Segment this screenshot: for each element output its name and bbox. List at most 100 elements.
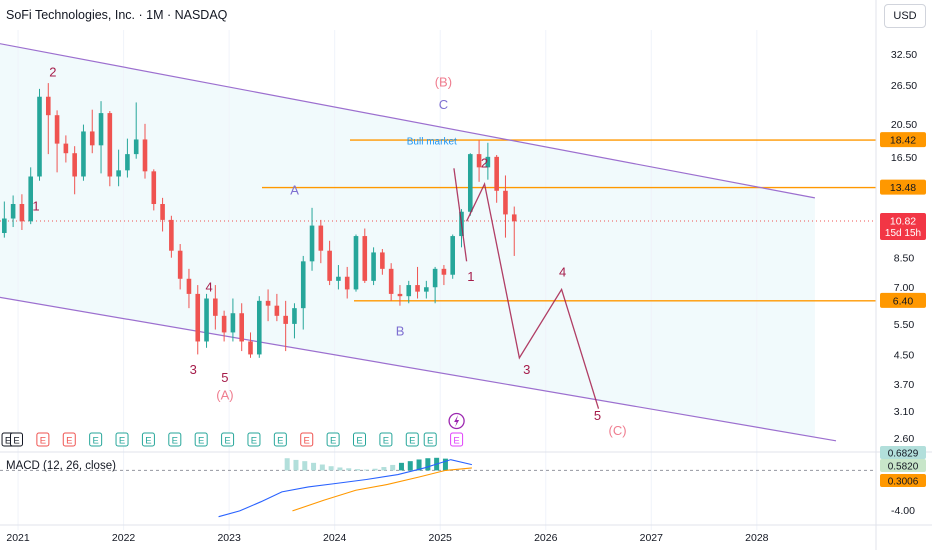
- x-tick-label: 2021: [6, 532, 30, 544]
- earnings-marker-letter: E: [224, 436, 230, 447]
- candle: [10, 195, 16, 228]
- y-tick-label: 8.50: [894, 253, 915, 265]
- earnings-marker-box: [326, 432, 340, 447]
- macd-histogram-bar: [311, 462, 317, 471]
- price-axis: 32.5026.5020.5016.5010.508.507.005.504.5…: [875, 0, 926, 550]
- macd-histogram-bar: [407, 461, 413, 471]
- candle-body: [63, 143, 69, 154]
- earnings-marker-box: [300, 432, 314, 447]
- symbol-title: SoFi Technologies, Inc. · 1M · NASDAQ: [6, 8, 228, 22]
- earnings-marker[interactable]: E: [405, 432, 419, 447]
- earnings-marker[interactable]: E: [89, 432, 103, 447]
- price-tag: 6.40: [880, 292, 926, 308]
- candle-body: [169, 219, 174, 251]
- earnings-marker-letter: E: [172, 436, 178, 447]
- y-tick-label: 4.50: [894, 349, 915, 361]
- candle-body: [450, 236, 456, 275]
- candle-body: [318, 225, 324, 251]
- candle: [265, 289, 271, 322]
- channel-upper-line: [0, 43, 816, 199]
- wave-label: 2: [49, 64, 56, 79]
- y-tick-label: 5.50: [894, 319, 915, 331]
- macd-indicator-label[interactable]: MACD (12, 26, close): [6, 460, 116, 472]
- price-tag-box: [880, 292, 926, 308]
- earnings-marker[interactable]: E: [221, 432, 235, 447]
- candle-body: [467, 154, 473, 212]
- currency-button[interactable]: USD: [884, 4, 926, 28]
- candle: [309, 207, 315, 271]
- macd-tag-label: 0.3006: [888, 477, 919, 488]
- earnings-marker[interactable]: E: [300, 432, 314, 447]
- macd-histogram-bar: [425, 458, 431, 471]
- earnings-marker[interactable]: E: [194, 432, 208, 447]
- candle: [169, 215, 174, 258]
- earnings-marker[interactable]: E: [326, 432, 340, 447]
- earnings-marker[interactable]: E: [247, 432, 261, 447]
- earnings-marker-letter: E: [251, 436, 257, 447]
- candle: [327, 240, 332, 286]
- earnings-marker[interactable]: E: [273, 432, 287, 447]
- candle: [213, 285, 218, 330]
- x-tick-label: 2023: [217, 532, 241, 544]
- candle: [28, 167, 34, 225]
- earnings-marker[interactable]: E: [379, 432, 393, 447]
- candle: [133, 102, 139, 159]
- candle: [300, 255, 306, 330]
- earnings-marker[interactable]: E: [36, 432, 50, 447]
- earnings-marker[interactable]: E: [353, 432, 367, 447]
- y-tick-label: 7.00: [894, 282, 915, 294]
- candle-body: [380, 252, 385, 269]
- candle-body: [177, 250, 183, 279]
- earnings-marker[interactable]: E: [450, 432, 464, 447]
- candle-body: [107, 113, 113, 177]
- earnings-marker[interactable]: E: [141, 432, 155, 447]
- x-tick-label: 2022: [112, 532, 136, 544]
- candle-body: [327, 250, 332, 281]
- candle-body: [116, 170, 121, 177]
- y-tick-label: 3.70: [894, 379, 915, 391]
- wave-label: 5: [221, 370, 228, 385]
- candle: [292, 303, 297, 339]
- candle-body: [2, 218, 7, 233]
- wave-label: 4: [559, 265, 566, 280]
- earnings-marker-letter: E: [356, 436, 362, 447]
- macd-histogram-bar: [293, 459, 299, 471]
- candle: [221, 310, 227, 342]
- earnings-marker[interactable]: E: [115, 432, 129, 447]
- earnings-marker[interactable]: E: [62, 432, 76, 447]
- y-tick-label: 20.50: [891, 119, 917, 131]
- candle-body: [160, 204, 165, 220]
- wave-label: 5: [594, 408, 601, 423]
- candle: [89, 109, 95, 154]
- price-tag-label: 13.48: [890, 182, 916, 194]
- earnings-marker[interactable]: E: [168, 432, 182, 447]
- earnings-marker-letter: E: [5, 436, 11, 447]
- price-tag-label: 10.82: [890, 216, 916, 228]
- earnings-marker-letter: E: [409, 436, 415, 447]
- lightning-icon[interactable]: [448, 412, 465, 430]
- earnings-marker-box: [450, 432, 464, 447]
- macd-histogram-bar: [372, 468, 378, 471]
- candle-body: [72, 153, 77, 177]
- earnings-marker[interactable]: E: [9, 432, 23, 447]
- macd-value-tag: 0.5820: [880, 459, 926, 473]
- candle: [239, 303, 245, 352]
- candle-body: [353, 236, 359, 290]
- macd-histogram-bar: [381, 467, 387, 471]
- earnings-marker[interactable]: E: [423, 432, 437, 447]
- candle: [441, 265, 447, 286]
- candle-body: [424, 287, 429, 292]
- y-tick-label: 16.50: [891, 152, 917, 164]
- horizontal-levels: [0, 139, 876, 302]
- candle-body: [265, 300, 271, 306]
- wave-label: 3: [523, 362, 530, 377]
- candle-body: [485, 156, 491, 168]
- candle: [476, 140, 482, 182]
- wave-label: 1: [467, 269, 474, 284]
- price-tag-box: [880, 213, 926, 241]
- macd-tag-label: 0.6829: [888, 449, 919, 460]
- y-tick-label: 32.50: [891, 49, 917, 61]
- earnings-marker-box: [9, 432, 23, 447]
